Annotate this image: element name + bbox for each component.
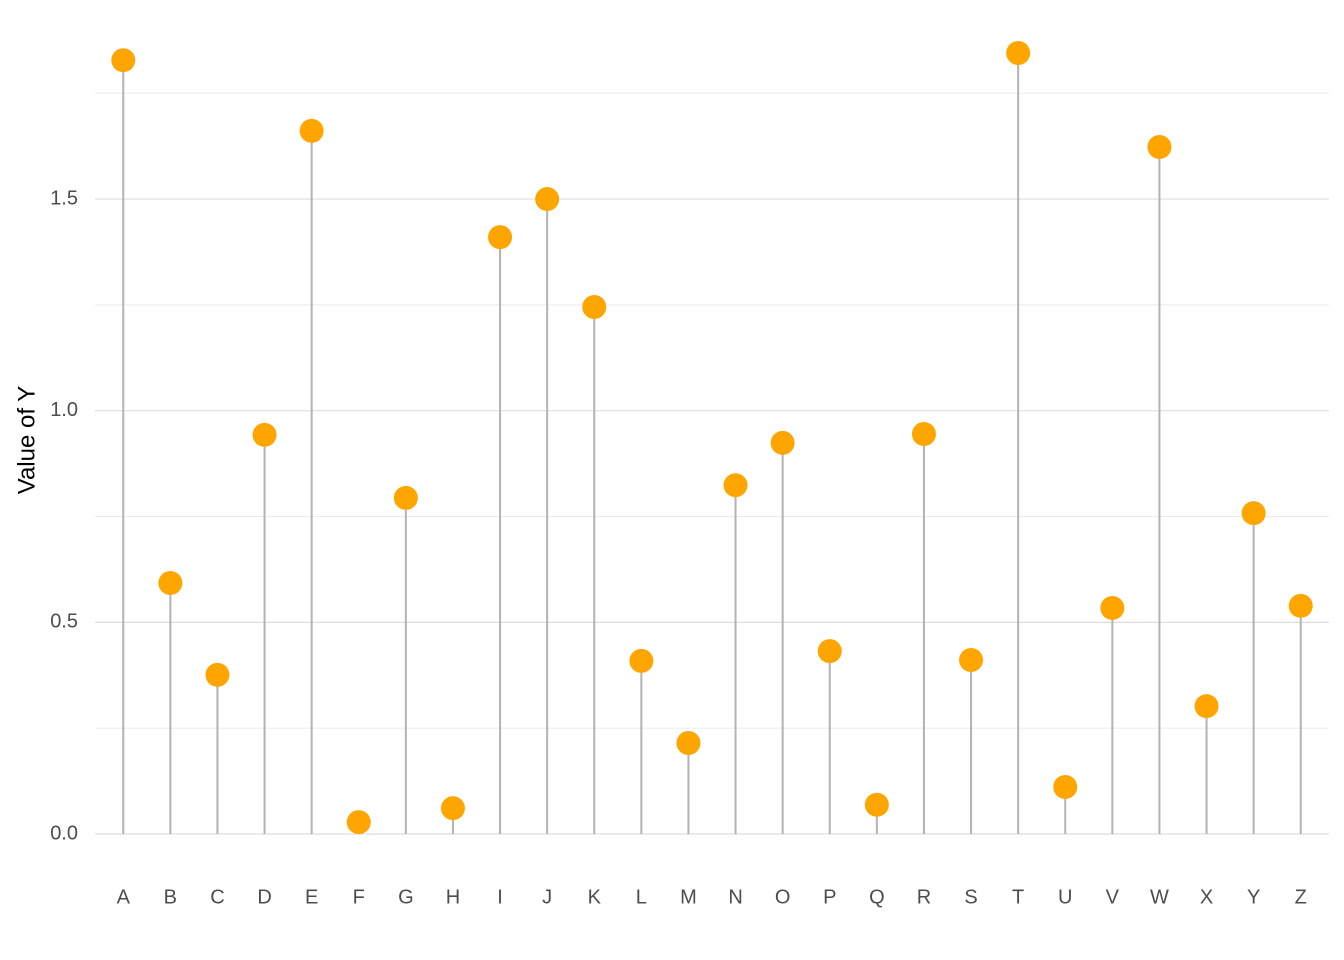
- point: [723, 473, 748, 498]
- point: [629, 648, 654, 673]
- x-tick-label: A: [117, 886, 131, 908]
- y-axis-label: Value of Y: [13, 386, 40, 495]
- x-tick-label: F: [353, 886, 365, 908]
- point: [1241, 501, 1266, 526]
- point: [959, 648, 984, 673]
- point: [1100, 595, 1125, 620]
- point: [864, 792, 889, 817]
- point: [440, 796, 465, 821]
- y-tick-label: 0.0: [50, 822, 78, 844]
- point: [582, 294, 607, 319]
- point: [535, 187, 560, 212]
- x-tick-label: Z: [1295, 886, 1307, 908]
- x-tick-label: C: [210, 886, 224, 908]
- x-tick-label: V: [1106, 886, 1120, 908]
- x-tick-label: R: [917, 886, 931, 908]
- point: [911, 421, 936, 446]
- x-tick-label: S: [964, 886, 977, 908]
- point: [1006, 41, 1031, 66]
- point: [346, 810, 371, 835]
- point: [1147, 134, 1172, 159]
- point: [111, 48, 136, 73]
- x-tick-label: U: [1058, 886, 1072, 908]
- x-tick-label: Q: [869, 886, 885, 908]
- x-tick-label: I: [497, 886, 503, 908]
- x-tick-label: J: [542, 886, 552, 908]
- point: [299, 118, 324, 143]
- x-tick-label: G: [398, 886, 414, 908]
- point: [770, 430, 795, 455]
- x-tick-label: K: [588, 886, 602, 908]
- point: [817, 639, 842, 664]
- point: [252, 422, 277, 447]
- x-tick-label: Y: [1247, 886, 1260, 908]
- x-tick-label: O: [775, 886, 791, 908]
- point: [205, 662, 230, 687]
- point: [676, 730, 701, 755]
- x-tick-label: P: [823, 886, 836, 908]
- point: [1194, 694, 1219, 719]
- x-tick-label: M: [680, 886, 697, 908]
- x-tick-label: H: [446, 886, 460, 908]
- y-tick-label: 1.5: [50, 187, 78, 209]
- x-tick-label: B: [164, 886, 177, 908]
- x-tick-label: W: [1150, 886, 1169, 908]
- x-tick-label: T: [1012, 886, 1024, 908]
- point: [488, 225, 513, 250]
- x-tick-label: X: [1200, 886, 1213, 908]
- x-tick-label: D: [257, 886, 271, 908]
- x-tick-label: E: [305, 886, 318, 908]
- point: [158, 570, 183, 595]
- point: [1288, 593, 1313, 618]
- point: [393, 485, 418, 510]
- x-tick-label: N: [728, 886, 742, 908]
- y-tick-label: 1.0: [50, 399, 78, 421]
- point: [1053, 775, 1078, 800]
- x-tick-label: L: [636, 886, 647, 908]
- y-tick-label: 0.5: [50, 611, 78, 633]
